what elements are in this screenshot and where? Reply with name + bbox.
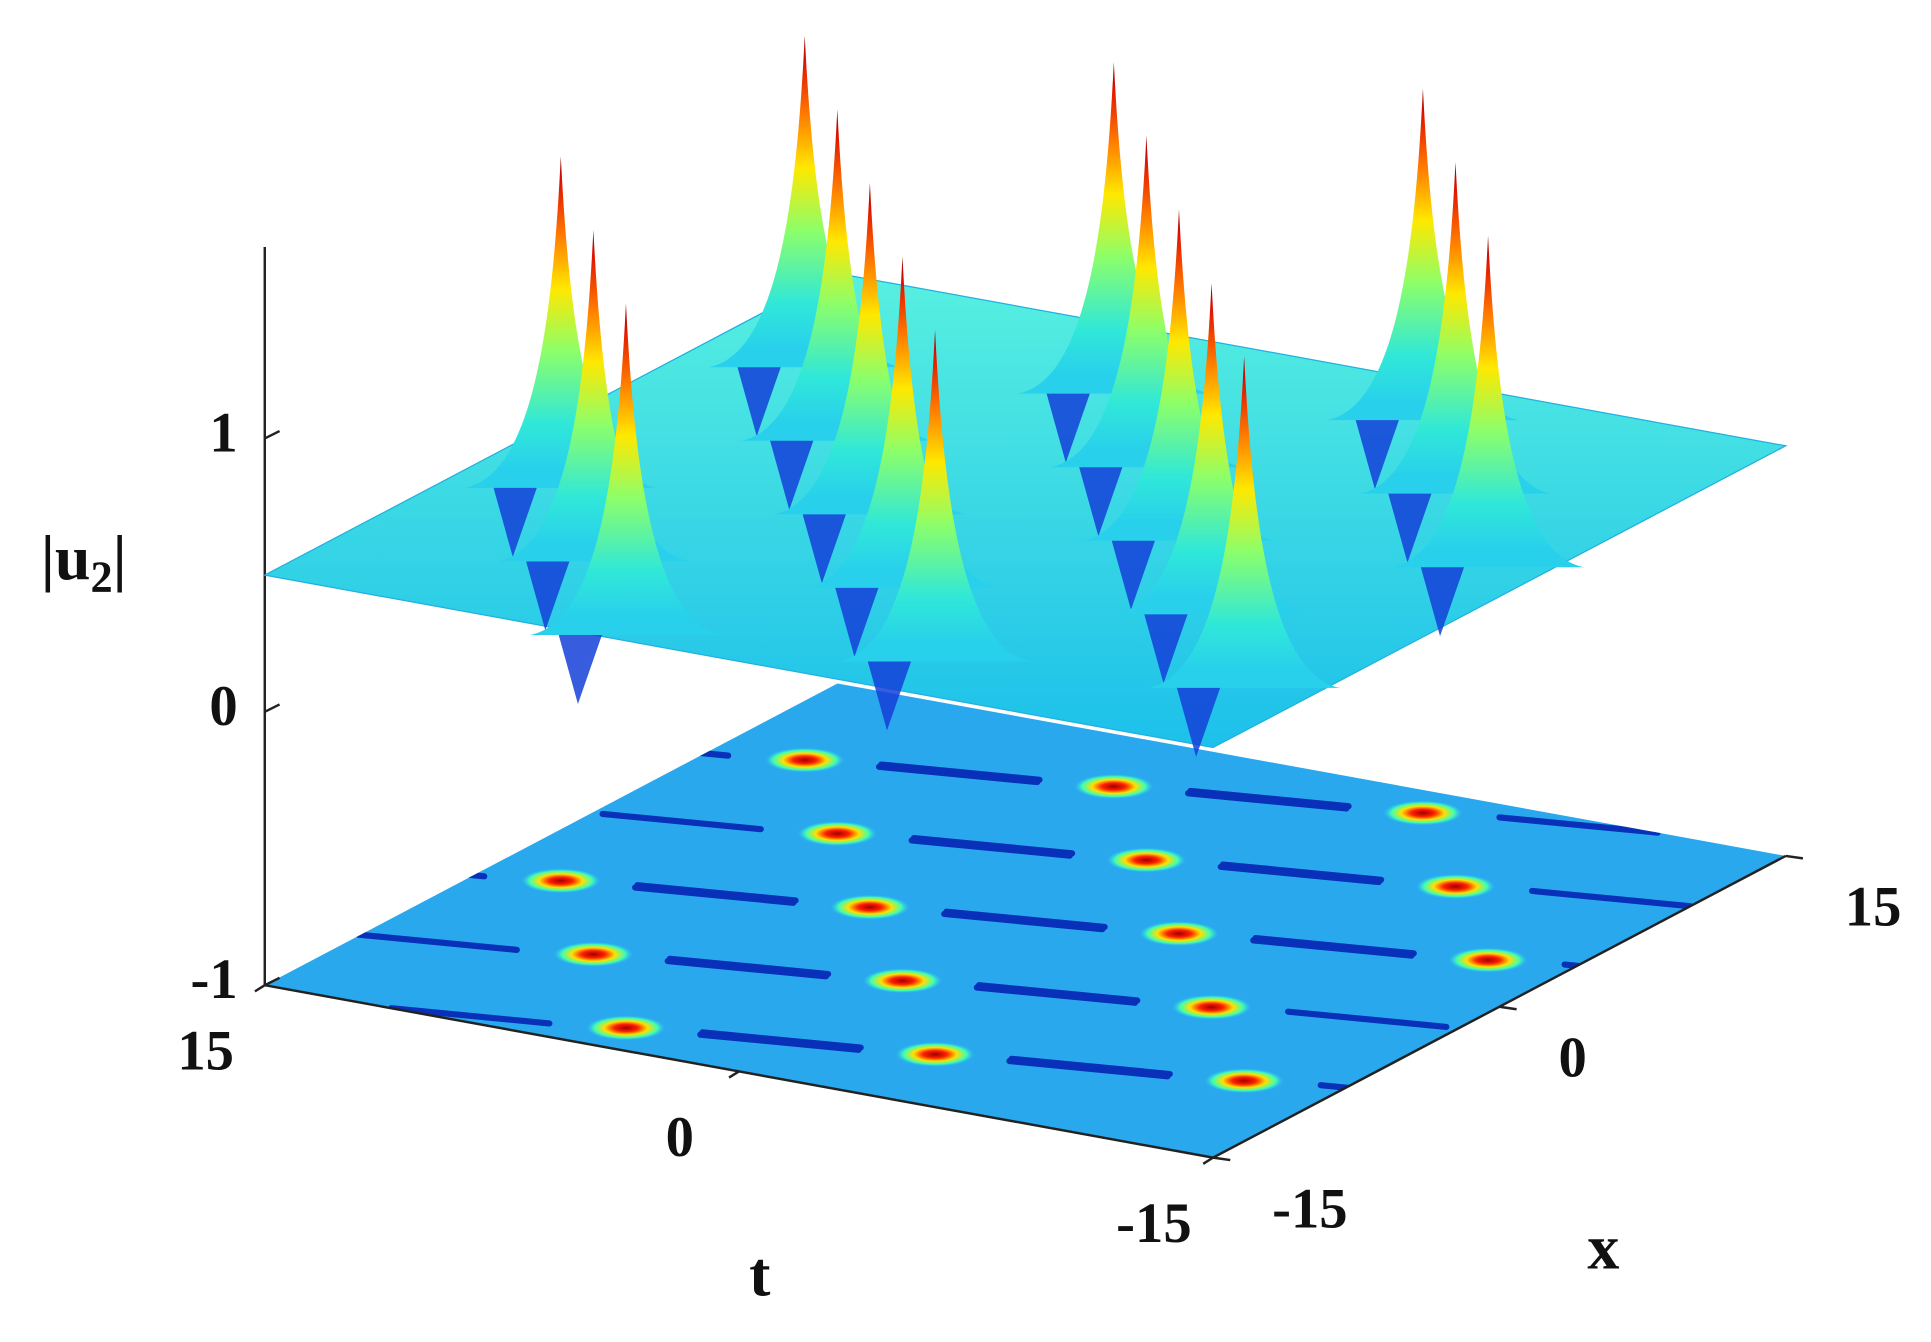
contour-peak [1107,847,1186,873]
z-tick-label: -1 [191,949,238,1011]
contour-peak [765,747,845,773]
contour-stripe [664,958,829,980]
contour-peak [1383,800,1463,826]
peak [1326,88,1519,421]
contour-stripe [908,837,1073,859]
y-tick-label: 15 [177,1021,234,1083]
y-tick-label: 0 [666,1107,694,1169]
contour-stripe [1561,961,1726,983]
z-axis-label: |u2| [41,522,127,602]
y-tick [254,984,266,993]
peak-dip [737,367,781,437]
x-tick [1499,1005,1517,1011]
z-tick [264,703,281,713]
peak [773,182,966,515]
contour-stripe [1496,814,1661,836]
z-label-part: |u [41,522,91,593]
peak [464,156,657,488]
peak-dip [1111,540,1155,610]
peak [497,229,690,562]
contour-peak [1172,994,1251,1020]
contour-stripe [355,931,520,953]
contour-stripe [876,763,1041,786]
peak [1392,235,1585,568]
peak [741,109,934,441]
contour-peak [1448,947,1528,973]
y-tick [1202,1156,1214,1165]
contour-stripe [1285,1008,1450,1030]
contour-stripe [1217,863,1382,886]
contour-stripe [632,884,797,906]
contour-peak [1416,874,1495,899]
peak [838,329,1032,662]
contour-stripe [1006,1058,1171,1080]
contour-peak [895,1042,975,1067]
y-tick-label: -15 [1116,1193,1191,1255]
peak-dip [1420,567,1465,637]
contour-stripe [599,810,764,833]
z-label-subscript: 2 [90,551,112,601]
axes: -1 0 1 -15 0 15 -15 0 15 [177,247,1901,1255]
z-tick [264,429,281,440]
contour-peak [586,1015,666,1041]
x-tick [1785,854,1804,860]
contour-peak [553,942,633,967]
z-tick [264,976,281,987]
contour-stripe [1185,790,1350,812]
peak-dip [835,587,879,657]
contour-stripe [322,858,488,880]
peak-dip [802,514,846,584]
contour-stripe [941,910,1106,933]
y-axis-label: t [749,1238,771,1309]
z-label-part: | [113,522,127,593]
peak-dip [493,487,537,557]
peak-dip [558,635,602,705]
peak [708,35,901,368]
peak-dip [770,440,814,510]
peak [1148,356,1341,688]
contour-stripe [697,1031,862,1053]
peak-dip [1355,420,1399,490]
x-tick-label: -15 [1272,1178,1347,1240]
peak [1115,282,1308,615]
peak-dip [1144,614,1188,684]
contour-stripe [1528,887,1694,910]
x-tick-label: 15 [1845,877,1902,939]
peak-dip [867,661,912,731]
contour-peak [521,868,601,894]
surface [262,35,1788,757]
contour-peak [863,968,942,994]
contour-stripe [973,984,1139,1006]
peak-dip [1388,493,1432,563]
peak [806,256,999,588]
contour-stripe [388,1005,553,1027]
x-tick-label: 0 [1558,1027,1586,1089]
z-tick-label: 0 [209,676,237,738]
contour-stripe [566,737,732,759]
peak [1050,135,1243,468]
peak-dip [1046,393,1090,463]
peak [1017,62,1210,394]
peak-dip [526,561,570,631]
base-surface [262,272,1788,749]
peak [1359,162,1552,494]
contour-floor [264,683,1786,1158]
x-tick [1212,1156,1231,1162]
y-tick [728,1070,740,1079]
peak-dip [1079,467,1123,537]
contour-stripe [1250,937,1415,959]
peak [1082,209,1276,541]
peak-dip [1176,687,1221,757]
contour-peak [1139,921,1219,946]
peak [529,303,723,636]
contour-peak [1204,1068,1284,1094]
contour-peak [830,894,910,920]
contour-content [322,737,1726,1104]
contour-peak [797,821,877,846]
contour-peak [1074,774,1154,799]
z-tick-label: 1 [209,402,237,464]
x-axis-label: x [1587,1211,1619,1282]
